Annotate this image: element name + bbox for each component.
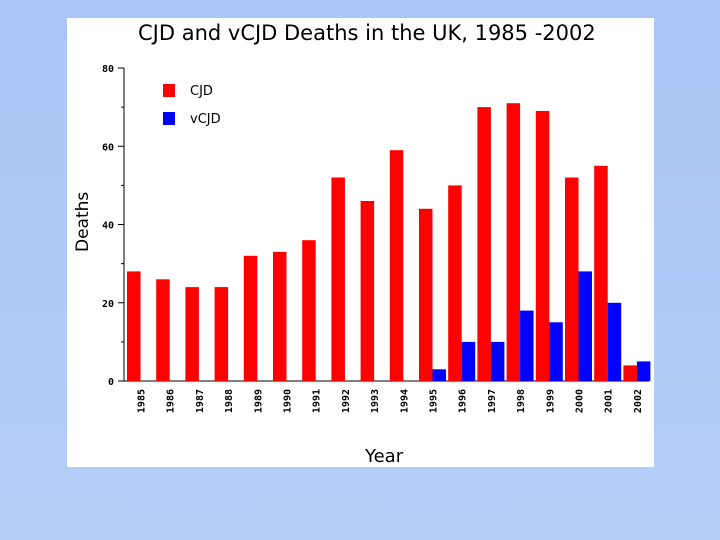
legend-label-vcjd: vCJD [190,112,221,127]
y-tick-label: 40 [102,221,114,232]
cjd-bar-1990 [273,251,287,381]
cjd-bar-2002 [623,365,637,381]
y-tick-labels: 0 20 40 60 80 [102,64,114,388]
x-tick-label: 1996 [458,389,469,413]
cjd-bar-1985 [127,271,141,381]
cjd-bar-1995 [419,208,433,381]
bars [127,103,651,382]
x-tick-label: 1989 [253,389,264,413]
cjd-bar-1986 [156,279,170,381]
x-tick-label: 1999 [545,389,556,413]
x-tick-label: 1994 [399,389,410,413]
x-tick-label: 1988 [224,389,235,413]
vcjd-bar-1999 [549,322,563,381]
cjd-bar-1999 [535,111,550,381]
vcjd-bar-2002 [636,361,651,381]
y-tick-label: 60 [102,142,114,153]
vcjd-bar-1995 [432,369,446,381]
cjd-bar-2000 [565,177,579,381]
cjd-bar-1989 [243,255,258,381]
cjd-bar-1996 [448,185,462,381]
legend-swatch-vcjd [163,112,175,125]
x-axis-label: Year [364,446,404,467]
x-tick-label: 1987 [195,389,206,413]
x-tick-label: 1997 [487,389,498,413]
x-tick-label: 1986 [166,389,177,413]
legend-label-cjd: CJD [190,84,213,99]
vcjd-bar-1997 [490,341,505,381]
x-tick-label: 1991 [312,389,323,413]
x-tick-label: 2000 [575,389,586,413]
slide-panel: CJD and vCJD Deaths in the UK, 1985 -200… [67,18,654,467]
cjd-bar-1991 [302,240,316,381]
cjd-bar-1994 [389,150,404,381]
y-tick-label: 80 [102,64,114,75]
x-tick-label: 1992 [341,389,352,413]
cjd-bar-1997 [477,107,491,381]
x-tick-label: 2001 [604,389,615,413]
cjd-bar-1998 [506,103,521,381]
y-axis-label: Deaths [73,192,93,252]
x-tick-label: 1998 [516,389,527,413]
vcjd-bar-2001 [607,302,622,382]
x-tick-label: 1995 [429,389,440,413]
cjd-bar-2001 [594,165,608,381]
cjd-bar-1992 [331,177,345,381]
legend-swatch-cjd [163,84,175,97]
vcjd-bar-1996 [461,341,476,381]
y-tick-label: 0 [108,377,114,388]
x-tick-label: 1990 [283,389,294,413]
legend: CJD vCJD [163,84,221,127]
vcjd-bar-2000 [578,271,592,381]
cjd-bar-1988 [214,287,229,381]
cjd-bar-1987 [185,287,199,381]
cjd-bar-1993 [360,201,375,381]
bar-chart: CJD and vCJD Deaths in the UK, 1985 -200… [73,21,651,467]
x-tick-label: 1985 [137,389,148,413]
x-tick-label: 2002 [633,389,644,413]
y-tick-label: 20 [102,299,114,310]
chart-title: CJD and vCJD Deaths in the UK, 1985 -200… [138,21,596,45]
vcjd-bar-1998 [520,310,534,381]
x-tick-labels: 1985 1986 1987 1988 1989 1990 1991 1992 1993 1994… [137,389,644,413]
x-tick-label: 1993 [370,389,381,413]
